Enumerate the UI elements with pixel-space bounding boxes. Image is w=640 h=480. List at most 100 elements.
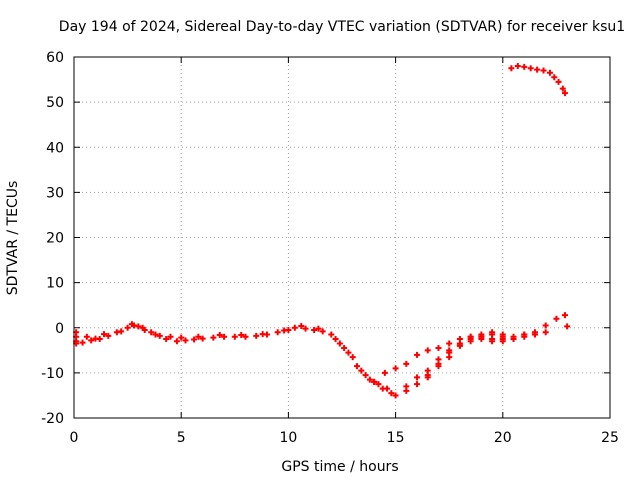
data-point (384, 385, 391, 392)
data-point (435, 356, 442, 363)
data-point (375, 381, 382, 388)
data-point (456, 340, 463, 347)
data-point (381, 369, 388, 376)
data-point (231, 333, 238, 340)
x-tick-label: 10 (279, 430, 297, 446)
data-point (242, 333, 249, 340)
x-axis-label: GPS time / hours (281, 459, 398, 475)
data-point (358, 367, 365, 374)
series-main-track-spread (83, 321, 391, 392)
data-point (527, 65, 534, 72)
data-point (259, 331, 266, 338)
data-point (221, 333, 228, 340)
data-point (319, 328, 326, 335)
y-tick-label: 50 (46, 95, 64, 111)
data-point (388, 390, 395, 397)
data-point (366, 376, 373, 383)
data-point (139, 324, 146, 331)
data-point (508, 65, 515, 72)
data-point (238, 331, 245, 338)
data-point (521, 331, 528, 338)
axis-ticks: 0 5 10 15 20 25 -20 -10 0 10 20 30 40 50 60 (41, 50, 619, 446)
x-tick-label: 15 (387, 430, 405, 446)
data-point (489, 329, 496, 336)
data-point (156, 332, 163, 339)
data-point (546, 69, 553, 76)
data-point (191, 336, 198, 343)
data-point (551, 74, 558, 81)
data-point (542, 322, 549, 329)
data-point (555, 78, 562, 85)
data-point (478, 331, 485, 338)
data-point (311, 327, 318, 334)
x-tick-label: 0 (70, 430, 79, 446)
data-point (253, 332, 260, 339)
data-point (128, 321, 135, 328)
chart-title: Day 194 of 2024, Sidereal Day-to-day VTE… (59, 19, 625, 35)
y-axis-label: SDTVAR / TECUs (5, 181, 21, 296)
y-tick-label: -20 (41, 411, 64, 427)
data-point (341, 345, 348, 352)
series-recovery-trace-c (403, 331, 538, 394)
data-point (88, 337, 95, 344)
data-point (92, 335, 99, 342)
data-point (514, 63, 521, 70)
data-point (414, 351, 421, 358)
data-point (332, 336, 339, 343)
data-point (173, 338, 180, 345)
data-point (531, 331, 538, 338)
data-point (392, 365, 399, 372)
data-point (216, 331, 223, 338)
y-tick-label: 30 (46, 185, 64, 201)
data-point (274, 329, 281, 336)
data-point (424, 372, 431, 379)
grid-lines (74, 57, 610, 418)
data-point (195, 333, 202, 340)
data-point (291, 324, 298, 331)
data-point (489, 338, 496, 345)
data-point (315, 325, 322, 332)
data-point (105, 332, 112, 339)
data-point (564, 323, 571, 330)
data-point (199, 335, 206, 342)
data-point (163, 336, 170, 343)
data-point (345, 349, 352, 356)
data-point (561, 312, 568, 319)
data-point (118, 328, 125, 335)
data-point (553, 315, 560, 322)
data-point (336, 340, 343, 347)
data-point (101, 331, 108, 338)
series-recovery-trace-a (371, 312, 568, 385)
data-point (510, 336, 517, 343)
data-point (79, 339, 86, 346)
data-point (414, 381, 421, 388)
series-isolated-points (73, 323, 571, 347)
series-recovery-trace-d (424, 329, 506, 379)
data-point (540, 67, 547, 74)
data-point (403, 387, 410, 394)
y-tick-label: 20 (46, 231, 64, 247)
data-point (392, 392, 399, 399)
data-point (124, 324, 131, 331)
data-point (446, 347, 453, 354)
y-tick-label: -10 (41, 366, 64, 382)
y-tick-label: 10 (46, 276, 64, 292)
data-point (148, 329, 155, 336)
y-tick-label: 40 (46, 140, 64, 156)
data-point (403, 360, 410, 367)
data-point (302, 325, 309, 332)
data-points (73, 63, 571, 399)
data-point (354, 363, 361, 370)
x-tick-label: 20 (494, 430, 512, 446)
data-point (371, 378, 378, 385)
data-point (542, 329, 549, 336)
series-high-arc (508, 63, 568, 97)
x-tick-label: 5 (177, 430, 186, 446)
data-point (182, 337, 189, 344)
data-point (561, 90, 568, 97)
data-point (435, 345, 442, 352)
data-point (135, 323, 142, 330)
data-point (167, 333, 174, 340)
data-point (281, 327, 288, 334)
